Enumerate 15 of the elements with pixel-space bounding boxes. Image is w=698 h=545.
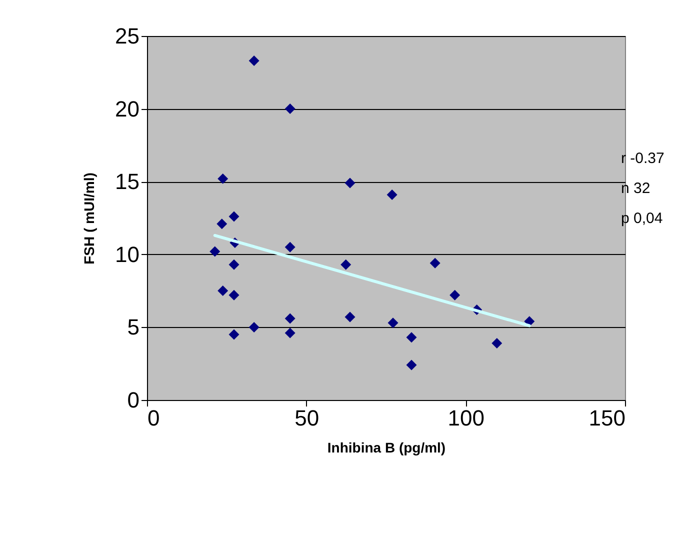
x-tick-label: 0 (148, 406, 160, 430)
y-tick-label: 15 (115, 169, 140, 194)
y-tick-label: 10 (115, 242, 140, 267)
y-tick-label: 25 (115, 24, 140, 48)
y-axis-title: FSH ( mUI/ml) (81, 172, 98, 264)
annotation: n 32 (621, 180, 650, 197)
x-tick-label: 50 (294, 406, 320, 430)
y-tick-label: 0 (127, 388, 140, 412)
annotation: r -0.37 (621, 150, 664, 167)
y-tick-label: 5 (127, 314, 140, 340)
annotation: p 0,04 (621, 210, 663, 227)
x-axis-title: Inhibina B (pg/ml) (327, 440, 446, 456)
y-tick-label: 20 (115, 96, 140, 122)
x-tick-label: 150 (588, 406, 626, 430)
x-tick-label: 100 (448, 406, 485, 430)
